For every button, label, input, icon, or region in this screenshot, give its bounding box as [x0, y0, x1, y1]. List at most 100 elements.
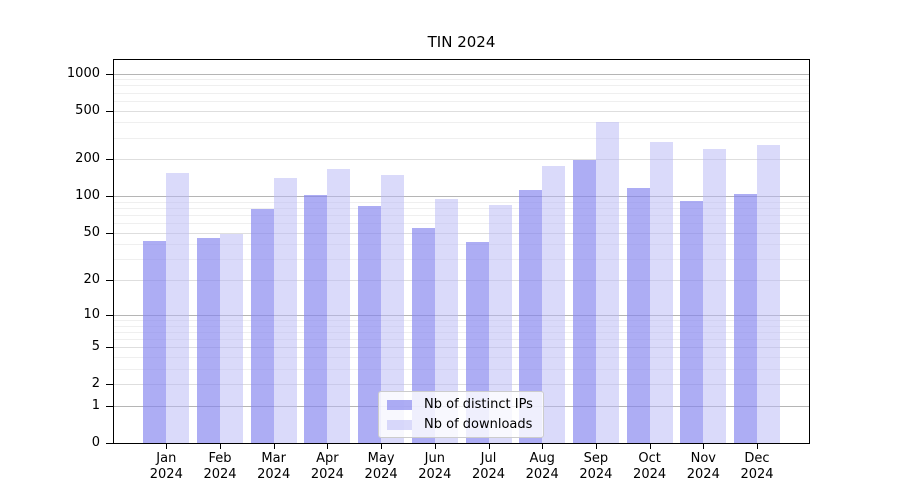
gridline — [114, 232, 809, 234]
bar-downloads — [381, 175, 405, 443]
x-tick-mark — [488, 444, 490, 449]
y-tick-label: 50 — [83, 224, 100, 240]
legend-item-distinct-ips: Nb of distinct IPs — [387, 396, 535, 413]
y-tick-label: 5 — [91, 339, 100, 355]
bar-distinct-ips — [519, 189, 543, 443]
gridline — [114, 122, 809, 124]
y-tick-label: 2 — [91, 376, 100, 392]
y-tick-mark — [106, 384, 113, 386]
x-tick-mark — [220, 444, 221, 449]
bar-downloads — [220, 233, 243, 443]
x-tick-label: Sep 2024 — [579, 451, 613, 482]
bar-downloads — [166, 172, 190, 443]
gridline — [114, 338, 809, 340]
x-tick-mark — [327, 444, 329, 449]
gridline — [114, 159, 809, 161]
y-tick-mark — [106, 314, 113, 316]
y-tick-label: 200 — [75, 151, 100, 167]
bar-downloads — [327, 169, 351, 443]
gridline — [114, 331, 809, 333]
legend-item-downloads: Nb of downloads — [387, 416, 535, 433]
x-tick-label: May 2024 — [364, 451, 398, 482]
legend-label-downloads: Nb of downloads — [424, 417, 533, 432]
x-tick-mark — [542, 444, 544, 449]
gridline — [114, 244, 809, 246]
bar-distinct-ips — [680, 201, 704, 443]
legend-label-distinct-ips: Nb of distinct IPs — [424, 397, 533, 412]
y-tick-mark — [106, 159, 113, 161]
bar-distinct-ips — [734, 194, 757, 443]
gridline — [114, 319, 809, 321]
x-tick-label: Nov 2024 — [686, 451, 720, 482]
x-tick-mark — [757, 444, 758, 449]
x-tick-mark — [649, 444, 651, 449]
y-tick-label: 1000 — [66, 65, 100, 81]
gridline — [114, 215, 809, 216]
y-tick-label: 0 — [91, 435, 100, 450]
x-tick-mark — [595, 444, 597, 449]
y-tick-mark — [106, 405, 113, 407]
bar-downloads — [434, 198, 458, 443]
x-tick-mark — [703, 444, 705, 449]
x-tick-label: Jun 2024 — [418, 451, 452, 482]
gridline — [114, 368, 809, 370]
gridline — [114, 223, 809, 225]
x-tick-mark — [434, 444, 436, 449]
y-tick-mark — [106, 280, 113, 282]
y-tick-mark — [106, 347, 113, 349]
gridline — [114, 110, 809, 112]
bar-distinct-ips — [572, 160, 596, 443]
y-tick-label: 500 — [75, 102, 100, 118]
y-tick-label: 100 — [75, 188, 100, 204]
gridline — [114, 79, 809, 81]
gridline — [114, 100, 809, 102]
y-tick-label: 10 — [83, 306, 100, 322]
x-tick-label: Oct 2024 — [633, 451, 667, 482]
y-tick-mark — [106, 110, 113, 112]
y-tick-mark — [106, 196, 113, 198]
gridline — [114, 325, 809, 327]
gridline — [114, 356, 809, 358]
x-tick-mark — [381, 444, 383, 449]
gridline — [114, 92, 809, 94]
x-tick-label: Jan 2024 — [149, 451, 183, 482]
y-tick-mark — [106, 232, 113, 234]
x-tick-label: Apr 2024 — [310, 451, 344, 482]
bar-distinct-ips — [411, 227, 435, 443]
bar-downloads — [273, 177, 297, 443]
gridline — [114, 201, 809, 203]
bar-distinct-ips — [626, 187, 650, 443]
x-tick-label: Mar 2024 — [257, 451, 291, 482]
bar-downloads — [595, 121, 619, 443]
bar-downloads — [649, 141, 673, 443]
y-tick-mark — [106, 443, 113, 444]
bar-downloads — [703, 149, 727, 443]
gridline — [114, 196, 809, 198]
x-tick-mark — [273, 444, 275, 449]
x-tick-label: Dec 2024 — [740, 451, 774, 482]
y-tick-mark — [106, 73, 113, 75]
gridline — [114, 85, 809, 87]
gridline — [114, 137, 809, 139]
bar-distinct-ips — [143, 240, 167, 443]
gridline — [114, 208, 809, 209]
bar-distinct-ips — [304, 194, 328, 443]
bar-downloads — [757, 144, 780, 443]
x-tick-label: Aug 2024 — [525, 451, 559, 482]
bar-distinct-ips — [358, 206, 382, 443]
x-tick-label: Jul 2024 — [471, 451, 506, 482]
legend-swatch-downloads — [387, 419, 412, 430]
bar-distinct-ips — [197, 238, 220, 443]
legend-swatch-distinct-ips — [387, 399, 412, 410]
y-tick-label: 1 — [91, 397, 100, 413]
x-tick-label: Feb 2024 — [203, 451, 237, 482]
chart-title: TIN 2024 — [427, 33, 496, 51]
gridline — [114, 259, 809, 261]
gridline — [114, 73, 809, 75]
legend: Nb of distinct IPs Nb of downloads — [378, 391, 544, 438]
x-tick-mark — [166, 444, 168, 449]
gridline — [114, 314, 809, 316]
y-tick-label: 20 — [83, 272, 100, 288]
gridline — [114, 347, 809, 349]
